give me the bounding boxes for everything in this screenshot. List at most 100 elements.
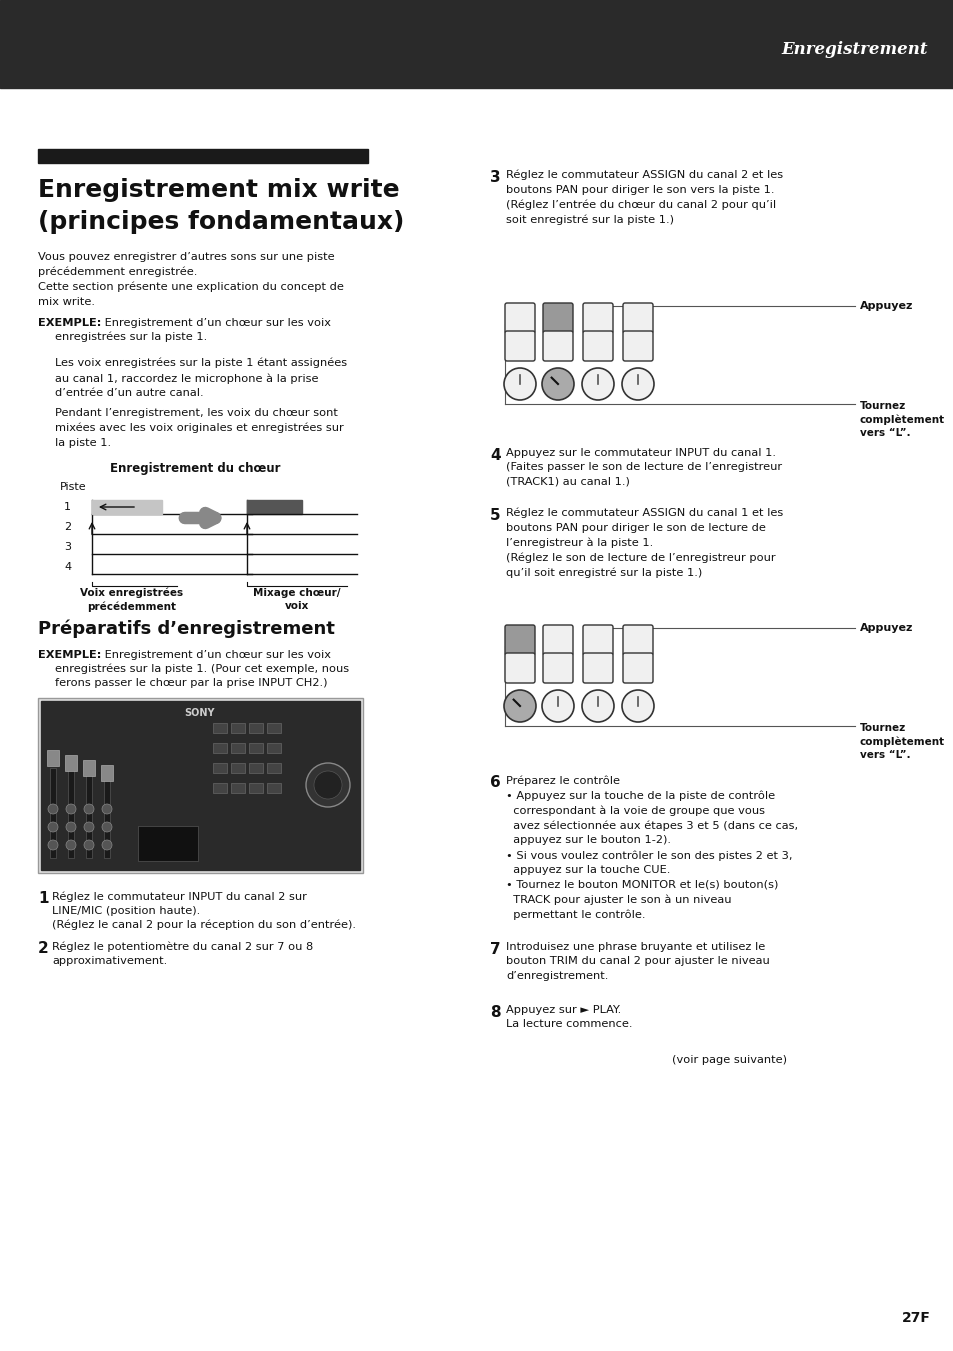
Text: EXEMPLE:: EXEMPLE: xyxy=(38,317,101,328)
Bar xyxy=(267,763,281,773)
Text: Préparez le contrôle
• Appuyez sur la touche de la piste de contrôle
  correspon: Préparez le contrôle • Appuyez sur la to… xyxy=(505,775,798,920)
Bar xyxy=(0,0,953,88)
Text: Appuyez sur ► PLAY.
La lecture commence.: Appuyez sur ► PLAY. La lecture commence. xyxy=(505,1005,632,1029)
Text: 2: 2 xyxy=(64,521,71,532)
Circle shape xyxy=(541,367,574,400)
Text: 3: 3 xyxy=(490,170,500,185)
Text: (principes fondamentaux): (principes fondamentaux) xyxy=(38,209,404,234)
Text: Appuyez: Appuyez xyxy=(859,301,912,311)
Bar xyxy=(138,825,198,861)
FancyBboxPatch shape xyxy=(622,626,652,655)
Circle shape xyxy=(66,821,76,832)
Text: Introduisez une phrase bruyante et utilisez le
bouton TRIM du canal 2 pour ajust: Introduisez une phrase bruyante et utili… xyxy=(505,942,769,981)
Circle shape xyxy=(503,367,536,400)
Bar xyxy=(213,763,227,773)
Bar xyxy=(101,765,112,781)
Text: Piste: Piste xyxy=(60,482,87,492)
Text: ferons passer le chœur par la prise INPUT CH2.): ferons passer le chœur par la prise INPU… xyxy=(55,678,327,688)
Bar xyxy=(41,701,359,870)
Text: SONY: SONY xyxy=(185,708,215,717)
FancyBboxPatch shape xyxy=(582,626,613,655)
Circle shape xyxy=(581,367,614,400)
Bar xyxy=(104,767,110,858)
Circle shape xyxy=(102,840,112,850)
Text: Enregistrement du chœur: Enregistrement du chœur xyxy=(110,462,280,476)
Bar xyxy=(267,784,281,793)
Text: 2: 2 xyxy=(38,942,49,957)
Text: Réglez le potentiomètre du canal 2 sur 7 ou 8
approximativement.: Réglez le potentiomètre du canal 2 sur 7… xyxy=(52,942,313,966)
FancyBboxPatch shape xyxy=(504,303,535,332)
Bar xyxy=(213,784,227,793)
Text: Appuyez sur le commutateur INPUT du canal 1.
(Faites passer le son de lecture de: Appuyez sur le commutateur INPUT du cana… xyxy=(505,449,781,486)
Bar xyxy=(231,723,245,734)
Circle shape xyxy=(48,804,58,815)
Text: Enregistrement d’un chœur sur les voix: Enregistrement d’un chœur sur les voix xyxy=(101,317,331,328)
Text: Vous pouvez enregistrer d’autres sons sur une piste
précédemment enregistrée.
Ce: Vous pouvez enregistrer d’autres sons su… xyxy=(38,253,343,307)
Circle shape xyxy=(66,840,76,850)
Circle shape xyxy=(306,763,350,807)
Text: 4: 4 xyxy=(490,449,500,463)
FancyBboxPatch shape xyxy=(582,303,613,332)
FancyBboxPatch shape xyxy=(622,653,652,684)
Bar xyxy=(231,763,245,773)
FancyBboxPatch shape xyxy=(542,626,573,655)
Circle shape xyxy=(503,690,536,721)
Bar xyxy=(231,743,245,753)
Circle shape xyxy=(541,690,574,721)
FancyBboxPatch shape xyxy=(582,331,613,361)
Bar xyxy=(83,761,95,775)
FancyBboxPatch shape xyxy=(504,626,535,655)
Circle shape xyxy=(581,690,614,721)
Text: 8: 8 xyxy=(490,1005,500,1020)
FancyBboxPatch shape xyxy=(504,331,535,361)
Bar xyxy=(267,723,281,734)
FancyBboxPatch shape xyxy=(542,331,573,361)
Text: 4: 4 xyxy=(64,562,71,571)
Bar xyxy=(47,750,59,766)
Circle shape xyxy=(84,840,94,850)
Bar xyxy=(38,149,368,163)
Bar xyxy=(247,500,302,513)
FancyBboxPatch shape xyxy=(542,303,573,332)
FancyBboxPatch shape xyxy=(542,653,573,684)
Text: Enregistrement: Enregistrement xyxy=(781,42,927,58)
Text: 1: 1 xyxy=(64,503,71,512)
Bar xyxy=(249,784,263,793)
FancyBboxPatch shape xyxy=(622,303,652,332)
Text: Tournez
complètement
vers “L”.: Tournez complètement vers “L”. xyxy=(859,723,944,761)
Text: Voix enregistrées
précédemment: Voix enregistrées précédemment xyxy=(80,588,183,612)
Text: Réglez le commutateur INPUT du canal 2 sur
LINE/MIC (position haute).
(Réglez le: Réglez le commutateur INPUT du canal 2 s… xyxy=(52,892,355,931)
FancyBboxPatch shape xyxy=(504,653,535,684)
Text: (voir page suivante): (voir page suivante) xyxy=(672,1055,786,1065)
Text: Enregistrement mix write: Enregistrement mix write xyxy=(38,178,399,203)
Text: 27F: 27F xyxy=(901,1310,929,1325)
Bar xyxy=(213,743,227,753)
Text: 1: 1 xyxy=(38,892,49,907)
Bar xyxy=(65,755,77,771)
Circle shape xyxy=(102,804,112,815)
Circle shape xyxy=(102,821,112,832)
Circle shape xyxy=(84,821,94,832)
Bar xyxy=(91,500,162,513)
Bar xyxy=(86,767,91,858)
Text: enregistrées sur la piste 1.: enregistrées sur la piste 1. xyxy=(55,332,207,343)
FancyBboxPatch shape xyxy=(582,653,613,684)
Bar xyxy=(231,784,245,793)
Circle shape xyxy=(48,840,58,850)
Text: 3: 3 xyxy=(64,542,71,553)
Bar xyxy=(213,723,227,734)
Bar xyxy=(249,763,263,773)
Bar xyxy=(249,743,263,753)
Circle shape xyxy=(621,367,654,400)
Circle shape xyxy=(66,804,76,815)
FancyBboxPatch shape xyxy=(622,331,652,361)
Text: Tournez
complètement
vers “L”.: Tournez complètement vers “L”. xyxy=(859,401,944,438)
Circle shape xyxy=(314,771,341,798)
Text: Appuyez: Appuyez xyxy=(859,623,912,634)
Text: Les voix enregistrées sur la piste 1 étant assignées
au canal 1, raccordez le mi: Les voix enregistrées sur la piste 1 éta… xyxy=(55,358,347,399)
Text: enregistrées sur la piste 1. (Pour cet exemple, nous: enregistrées sur la piste 1. (Pour cet e… xyxy=(55,663,349,674)
Text: Enregistrement d’un chœur sur les voix: Enregistrement d’un chœur sur les voix xyxy=(101,650,331,661)
Text: 7: 7 xyxy=(490,942,500,957)
Bar xyxy=(50,767,56,858)
Text: Pendant l’enregistrement, les voix du chœur sont
mixées avec les voix originales: Pendant l’enregistrement, les voix du ch… xyxy=(55,408,343,447)
